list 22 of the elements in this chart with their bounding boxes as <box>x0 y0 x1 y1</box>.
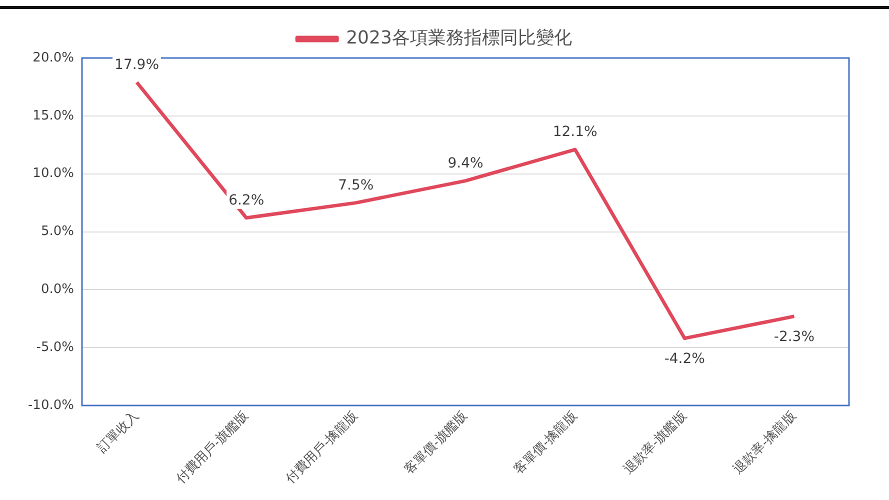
data-label: -2.3% <box>774 328 815 345</box>
x-tick-label: 客單價-旗艦版 <box>401 408 471 478</box>
y-tick-label: -5.0% <box>36 340 74 355</box>
x-tick-label: 退款率-旗艦版 <box>620 408 690 478</box>
y-tick-label: 10.0% <box>32 166 74 182</box>
y-tick-label: 5.0% <box>40 224 74 240</box>
data-label: 7.5% <box>338 177 374 194</box>
x-tick-label: 退款率-擒龍版 <box>730 408 800 478</box>
data-label: 9.4% <box>448 155 484 172</box>
data-label: 6.2% <box>228 192 264 208</box>
y-tick-label: 20.0% <box>32 50 74 66</box>
x-tick-label: 訂單收入 <box>94 408 142 456</box>
x-tick-label: 付費用戶-旗艦版 <box>172 408 252 488</box>
legend-label: 2023各項業務指標同比變化 <box>346 28 572 49</box>
data-label: -4.2% <box>664 350 705 367</box>
data-label: 12.1% <box>552 124 598 140</box>
x-tick-label: 客單價-擒龍版 <box>510 408 580 478</box>
x-tick-label: 付費用戶-擒龍版 <box>282 408 362 488</box>
data-label: 17.9% <box>114 56 160 73</box>
y-tick-label: 15.0% <box>32 108 74 124</box>
y-tick-label: 0.0% <box>40 282 74 298</box>
y-tick-label: -10.0% <box>28 398 74 413</box>
